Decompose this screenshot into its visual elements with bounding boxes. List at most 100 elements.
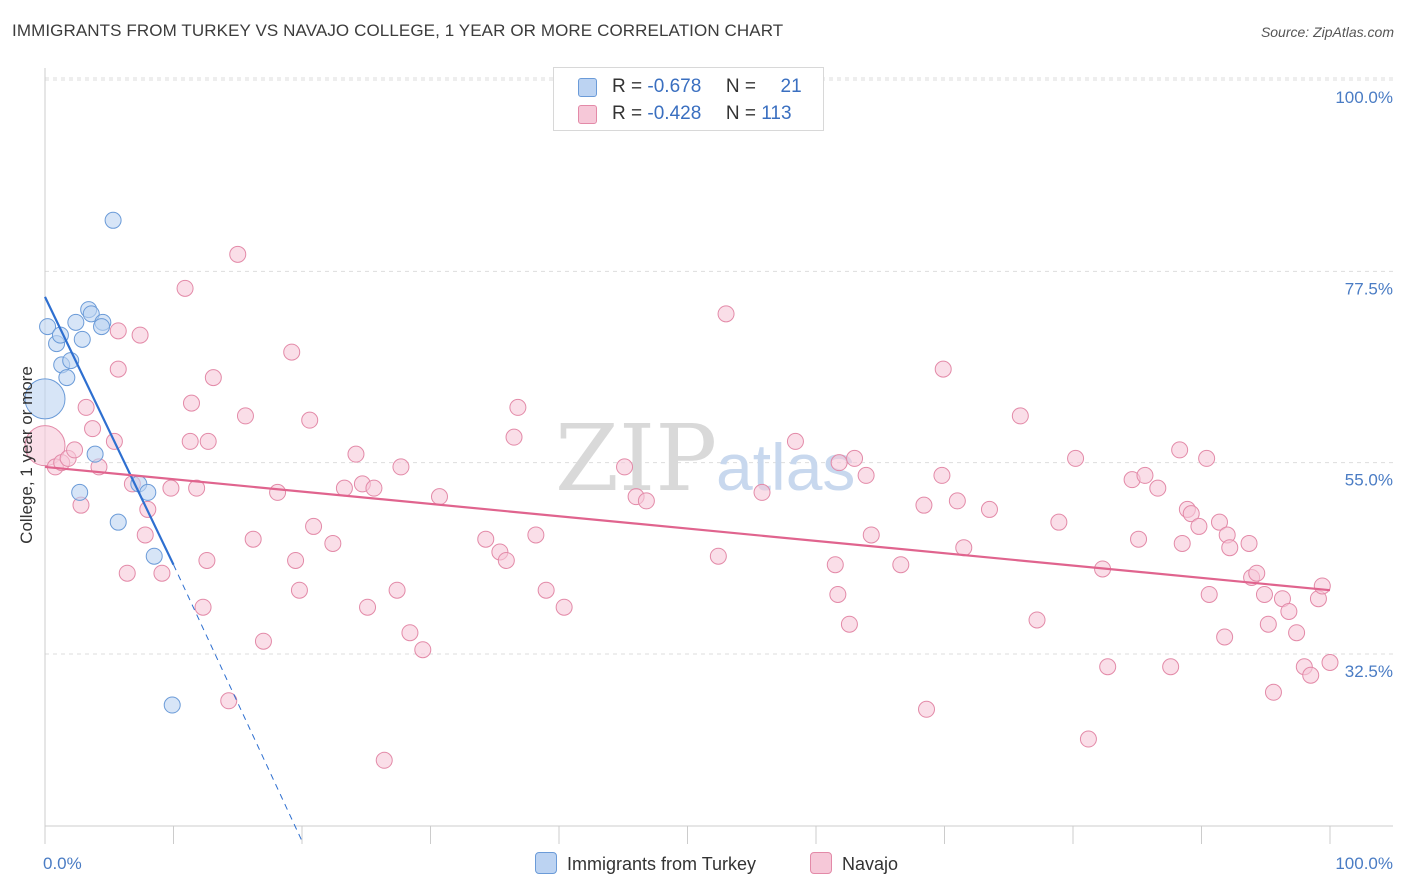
navajo-point	[287, 551, 305, 569]
navajo-point	[24, 425, 66, 467]
navajo-point	[365, 479, 383, 497]
legend-r-value: -0.678	[647, 76, 702, 97]
navajo-point	[198, 551, 216, 569]
navajo-point	[269, 483, 287, 501]
navajo-point	[537, 581, 555, 599]
turkey-point	[67, 313, 85, 331]
navajo-point	[136, 526, 154, 544]
navajo-point	[84, 420, 102, 438]
y-tick-label: 55.0%	[1345, 471, 1393, 490]
turkey-point	[82, 305, 100, 323]
turkey-trend-line	[44, 296, 175, 566]
navajo-point	[182, 394, 200, 412]
y-tick-label: 77.5%	[1345, 279, 1393, 298]
legend-r-value: -0.428	[647, 103, 702, 124]
navajo-point	[77, 398, 95, 416]
navajo-point	[359, 598, 377, 616]
navajo-point	[1011, 407, 1029, 425]
navajo-point	[753, 483, 771, 501]
navajo-point	[1079, 730, 1097, 748]
navajo-point	[840, 615, 858, 633]
navajo-point	[1216, 628, 1234, 646]
bottom-legend-label-navajo: Navajo	[842, 854, 899, 874]
source-label: Source: ZipAtlas.com	[1260, 24, 1394, 40]
navajo-point	[1210, 513, 1228, 531]
trend-lines	[44, 296, 1331, 842]
navajo-point	[401, 624, 419, 642]
navajo-point	[229, 245, 247, 263]
turkey-points	[24, 211, 181, 714]
navajo-point	[131, 326, 149, 344]
navajo-point	[244, 530, 262, 548]
navajo-point	[301, 411, 319, 429]
navajo-point	[388, 581, 406, 599]
navajo-point	[1162, 658, 1180, 676]
navajo-point	[616, 458, 634, 476]
navajo-point	[347, 445, 365, 463]
navajo-point	[934, 360, 952, 378]
bottom-legend-swatch-blue	[535, 852, 557, 874]
tick-labels: 100.0% 77.5% 55.0% 32.5% 0.0% 100.0%	[43, 88, 1393, 873]
navajo-point	[254, 632, 272, 650]
navajo-point	[153, 564, 171, 582]
navajo-point	[1171, 441, 1189, 459]
navajo-point	[414, 641, 432, 659]
navajo-point	[162, 479, 180, 497]
navajo-point	[236, 407, 254, 425]
navajo-point	[857, 466, 875, 484]
navajo-point	[335, 479, 353, 497]
navajo-point	[1200, 585, 1218, 603]
navajo-point	[1280, 602, 1298, 620]
legend-swatch-blue	[578, 78, 597, 97]
navajo-point	[1288, 624, 1306, 642]
navajo-point	[430, 488, 448, 506]
navajo-point	[1136, 466, 1154, 484]
navajo-point	[915, 496, 933, 514]
navajo-point	[375, 751, 393, 769]
navajo-point	[118, 564, 136, 582]
turkey-point	[104, 211, 122, 229]
navajo-point	[846, 449, 864, 467]
x-tick-label-max: 100.0%	[1335, 854, 1393, 873]
x-tick-label-min: 0.0%	[43, 854, 82, 873]
turkey-point	[145, 547, 163, 565]
legend-r-label: R =	[612, 76, 643, 97]
navajo-point	[1259, 615, 1277, 633]
navajo-point	[862, 526, 880, 544]
navajo-point	[1182, 505, 1200, 523]
navajo-point	[980, 500, 998, 518]
navajo-point	[290, 581, 308, 599]
navajo-point	[1028, 611, 1046, 629]
turkey-point	[24, 378, 66, 420]
navajo-point	[637, 492, 655, 510]
turkey-trend-extension	[173, 564, 303, 842]
navajo-point	[829, 585, 847, 603]
navajo-point	[1240, 534, 1258, 552]
navajo-point	[305, 517, 323, 535]
navajo-point	[786, 432, 804, 450]
navajo-trend-line	[44, 465, 1331, 592]
chart-title: IMMIGRANTS FROM TURKEY VS NAVAJO COLLEGE…	[12, 21, 784, 40]
y-tick-label: 100.0%	[1335, 88, 1393, 107]
navajo-point	[497, 551, 515, 569]
navajo-point	[199, 432, 217, 450]
navajo-point	[109, 360, 127, 378]
navajo-point	[392, 458, 410, 476]
navajo-point	[220, 692, 238, 710]
navajo-point	[283, 343, 301, 361]
bottom-legend-swatch-pink	[810, 852, 832, 874]
navajo-point	[176, 279, 194, 297]
navajo-point	[1221, 539, 1239, 557]
navajo-point	[826, 556, 844, 574]
navajo-point	[1248, 564, 1266, 582]
navajo-point	[1313, 577, 1331, 595]
navajo-point	[1130, 530, 1148, 548]
navajo-point	[892, 556, 910, 574]
navajo-point	[1255, 585, 1273, 603]
navajo-point	[918, 700, 936, 718]
navajo-points	[24, 245, 1339, 769]
turkey-point	[93, 318, 111, 336]
bottom-legend-label-turkey: Immigrants from Turkey	[567, 854, 757, 874]
navajo-point	[1067, 449, 1085, 467]
navajo-point	[324, 534, 342, 552]
